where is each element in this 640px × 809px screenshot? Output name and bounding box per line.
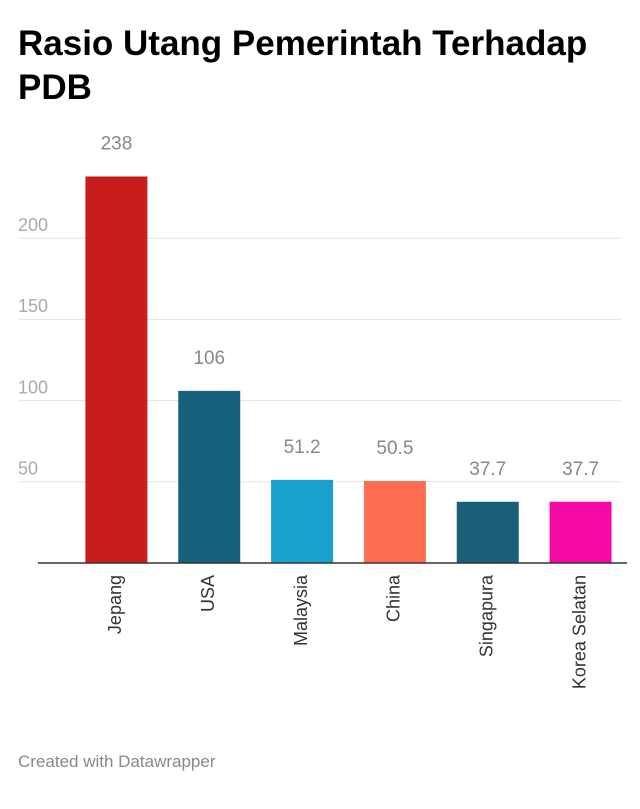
bar [456,501,519,563]
value-label: 37.7 [562,459,599,480]
value-label: 50.5 [376,438,413,459]
x-tick-label: Singapura [477,574,497,657]
bar [178,390,241,563]
chart-title: Rasio Utang Pemerintah Terhadap PDB [18,24,588,107]
x-tick-label: Malaysia [291,574,311,646]
bar [549,501,612,563]
value-label: 106 [193,348,225,369]
footer: Created with Datawrapper [18,752,216,771]
x-tick-label: Jepang [105,575,125,634]
chart: 50 100 150 200 238 Jepang 106 USA 51.2 Malaysia 50… [18,134,627,689]
y-tick-label: 150 [18,296,48,316]
bar [85,176,148,563]
y-tick-label: 50 [18,459,38,479]
y-tick-label: 200 [18,215,48,235]
y-tick-label: 100 [18,377,48,397]
value-label: 51.2 [284,437,321,458]
x-tick-label: USA [198,575,218,612]
bar [363,480,426,563]
x-tick-label: China [384,574,404,622]
x-tick-label: Korea Selatan [569,575,589,689]
value-label: 238 [101,134,133,155]
value-label: 37.7 [469,459,506,480]
bar [271,479,334,563]
